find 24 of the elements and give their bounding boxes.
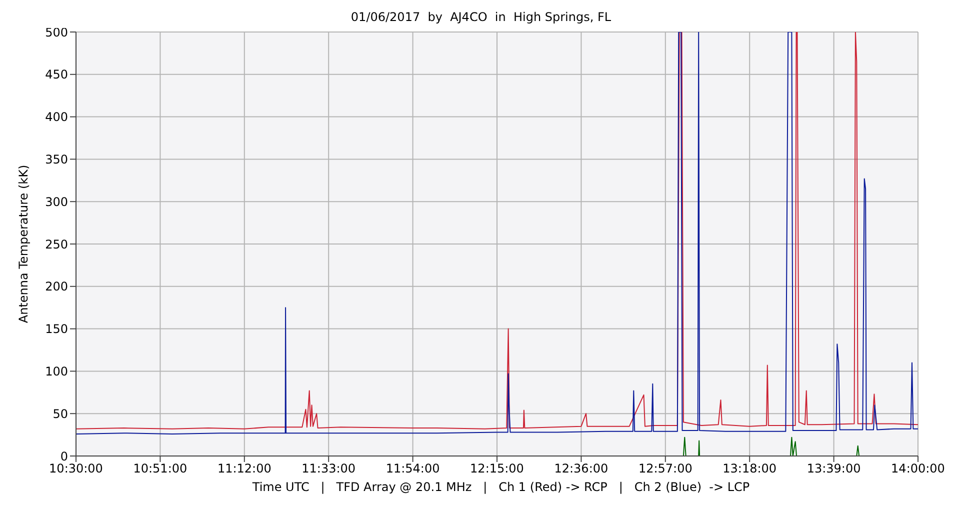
y-tick-label: 350 (45, 152, 68, 166)
y-axis-title: Antenna Temperature (kK) (16, 164, 30, 324)
y-tick-label: 150 (45, 322, 68, 336)
y-tick-label: 100 (45, 364, 68, 378)
chart-title: 01/06/2017 by AJ4CO in High Springs, FL (350, 10, 612, 24)
x-tick-label: 12:15:00 (470, 462, 524, 476)
y-tick-label: 250 (45, 237, 68, 252)
x-tick-label: 11:33:00 (302, 462, 356, 476)
y-tick-label: 400 (45, 110, 68, 124)
x-axis-title: Time UTC | TFD Array @ 20.1 MHz | Ch 1 (Red) -> RCP | Ch 2 (Blue) -> LCP (251, 480, 751, 494)
y-tick-label: 0 (60, 449, 68, 464)
x-tick-label: 12:36:00 (554, 462, 608, 476)
x-tick-label: 10:51:00 (133, 462, 188, 476)
y-tick-label: 450 (45, 68, 68, 82)
y-tick-label: 50 (52, 406, 68, 421)
x-tick-label: 11:54:00 (386, 462, 440, 476)
y-tick-label: 200 (45, 280, 68, 294)
y-tick-label: 300 (45, 194, 68, 209)
x-tick-label: 13:39:00 (806, 462, 861, 476)
x-tick-label: 10:30:00 (49, 462, 103, 476)
x-tick-label: 12:57:00 (638, 462, 692, 476)
x-tick-label: 14:00:00 (891, 462, 945, 476)
x-tick-label: 13:18:00 (722, 462, 777, 476)
x-tick-label: 11:12:00 (217, 462, 272, 476)
